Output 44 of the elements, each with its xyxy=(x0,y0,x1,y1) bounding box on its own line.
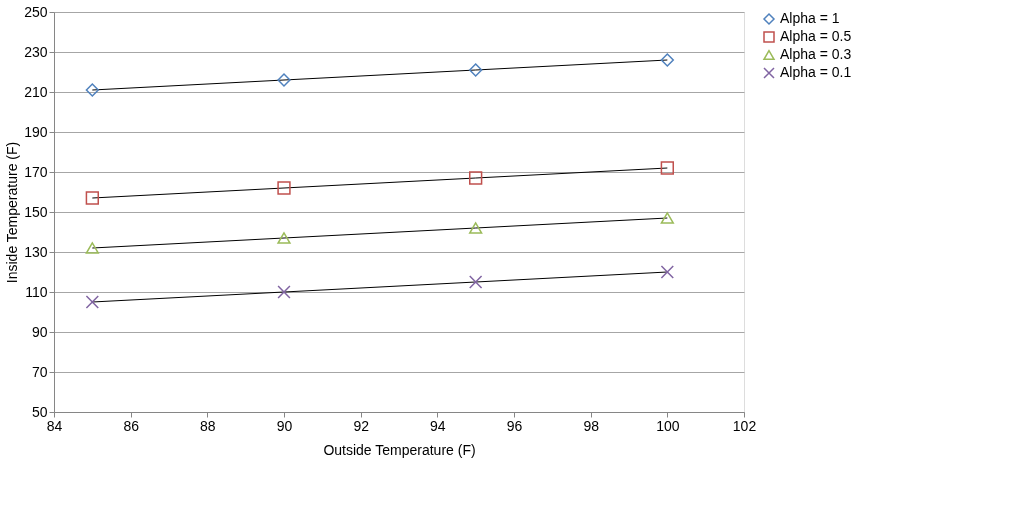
x-tick-label: 90 xyxy=(276,417,293,434)
legend-label: Alpha = 1 xyxy=(780,10,840,26)
point xyxy=(469,222,483,234)
x-axis-title: Outside Temperature (F) xyxy=(323,441,476,458)
y-tick-label: 250 xyxy=(24,3,48,20)
point xyxy=(660,53,674,67)
point xyxy=(277,73,291,87)
x-tick-label: 96 xyxy=(506,417,523,434)
y-tick-label: 150 xyxy=(24,203,48,220)
point xyxy=(277,232,291,244)
legend-label: Alpha = 0.1 xyxy=(780,64,852,80)
y-tick-label: 50 xyxy=(31,403,48,420)
y-tick-label: 170 xyxy=(24,163,48,180)
x-tick-label: 88 xyxy=(200,417,216,434)
point xyxy=(660,265,674,279)
point xyxy=(660,161,674,175)
x-tick-label: 84 xyxy=(46,417,63,434)
x-tick-label: 102 xyxy=(732,417,757,434)
point xyxy=(85,295,99,309)
y-tick-label: 110 xyxy=(25,283,48,300)
y-tick-label: 130 xyxy=(24,243,48,260)
point xyxy=(277,181,291,195)
point xyxy=(660,212,674,224)
point xyxy=(469,171,483,185)
y-tick-label: 190 xyxy=(24,123,48,140)
y-tick-label: 70 xyxy=(31,363,48,380)
point xyxy=(85,83,99,97)
legend-label: Alpha = 0.5 xyxy=(780,28,852,44)
x-tick-label: 92 xyxy=(353,417,370,434)
line-series xyxy=(91,271,668,303)
point xyxy=(469,63,483,77)
point xyxy=(469,275,483,289)
x-tick-label: 94 xyxy=(430,417,446,434)
x-tick-label: 98 xyxy=(583,417,600,434)
y-axis-title: Inside Temperature (F) xyxy=(4,141,21,284)
point xyxy=(85,242,99,254)
x-tick-label: 86 xyxy=(123,417,140,434)
point xyxy=(85,191,99,205)
x-tick-label: 100 xyxy=(656,417,680,434)
point xyxy=(277,285,291,299)
y-tick-label: 210 xyxy=(24,83,48,100)
y-tick-label: 90 xyxy=(31,323,48,340)
legend-label: Alpha = 0.3 xyxy=(780,46,852,62)
y-tick-label: 230 xyxy=(24,43,48,60)
